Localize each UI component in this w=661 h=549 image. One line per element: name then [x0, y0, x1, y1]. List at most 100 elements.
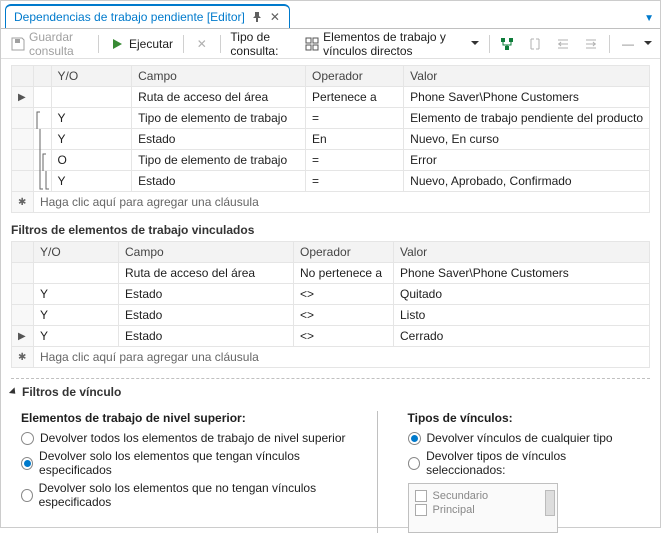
link-filters-title: Filtros de vínculo	[22, 385, 121, 399]
row-marker	[12, 171, 34, 192]
scrollbar-thumb[interactable]	[545, 490, 555, 516]
cell-yo[interactable]: Y	[51, 108, 132, 129]
cell-campo[interactable]: Estado	[132, 171, 306, 192]
radio-icon	[21, 457, 33, 470]
delete-icon: ✕	[194, 36, 210, 52]
col-yo: Y/O	[51, 66, 132, 87]
delete-clause-button[interactable]: ✕	[190, 34, 214, 54]
cell-valor[interactable]: Phone Saver\Phone Customers	[404, 87, 650, 108]
query-type-dropdown[interactable]: Elementos de trabajo y vínculos directos	[301, 28, 482, 60]
cell-campo[interactable]: Ruta de acceso del área	[119, 263, 294, 284]
row-marker	[12, 284, 34, 305]
query-type-label: Tipo de consulta:	[230, 30, 293, 58]
clause-row[interactable]: O Tipo de elemento de trabajo = Error	[12, 150, 650, 171]
radio-icon	[21, 489, 33, 502]
cell-yo[interactable]: Y	[51, 171, 132, 192]
radio-label: Devolver tipos de vínculos seleccionados…	[426, 449, 640, 477]
group-icon	[527, 36, 543, 52]
main-clause-grid[interactable]: Y/O Campo Operador Valor ▶ Ruta de acces…	[11, 65, 650, 213]
cell-valor[interactable]: Nuevo, En curso	[404, 129, 650, 150]
cell-yo[interactable]: Y	[34, 326, 119, 347]
col-campo: Campo	[132, 66, 306, 87]
radio-label: Devolver vínculos de cualquier tipo	[427, 431, 613, 445]
cell-yo[interactable]: Y	[34, 284, 119, 305]
radio-label: Devolver todos los elementos de trabajo …	[40, 431, 346, 445]
linked-clause-row[interactable]: ▶ Y Estado <> Cerrado	[12, 326, 650, 347]
linked-clause-row[interactable]: Y Estado <> Quitado	[12, 284, 650, 305]
link-filters-toggle[interactable]: Filtros de vínculo	[11, 385, 650, 399]
row-marker	[12, 263, 34, 284]
clause-row[interactable]: Y Estado En Nuevo, En curso	[12, 129, 650, 150]
editor-tab[interactable]: Dependencias de trabajo pendiente [Edito…	[5, 4, 290, 28]
link-type-radio[interactable]: Devolver vínculos de cualquier tipo	[408, 431, 641, 445]
indent-button[interactable]	[551, 34, 575, 54]
clause-row[interactable]: Y Estado = Nuevo, Aprobado, Confirmado	[12, 171, 650, 192]
indent-icon	[555, 36, 571, 52]
cell-op[interactable]: No pertenece a	[294, 263, 394, 284]
cell-campo[interactable]: Tipo de elemento de trabajo	[132, 108, 306, 129]
cell-valor[interactable]: Listo	[394, 305, 650, 326]
linked-add-clause-row[interactable]: ✱ Haga clic aquí para agregar una cláusu…	[12, 347, 650, 368]
tree-icon	[499, 36, 515, 52]
radio-icon	[408, 457, 421, 470]
cell-valor[interactable]: Quitado	[394, 284, 650, 305]
linked-clause-row[interactable]: Y Estado <> Listo	[12, 305, 650, 326]
cell-valor[interactable]: Elemento de trabajo pendiente del produc…	[404, 108, 650, 129]
add-clause-text: Haga clic aquí para agregar una cláusula	[33, 192, 649, 213]
cell-yo[interactable]: O	[51, 150, 132, 171]
more-options-button[interactable]: —	[616, 34, 654, 54]
top-level-column: Elementos de trabajo de nivel superior: …	[21, 411, 347, 533]
cell-op[interactable]: <>	[294, 284, 394, 305]
outdent-button[interactable]	[579, 34, 603, 54]
cell-valor[interactable]: Phone Saver\Phone Customers	[394, 263, 650, 284]
linked-clause-grid[interactable]: Y/O Campo Operador Valor Ruta de acceso …	[11, 241, 650, 368]
group-bracket	[33, 108, 51, 129]
link-type-item: Secundario	[415, 490, 551, 502]
cell-campo[interactable]: Estado	[119, 305, 294, 326]
cell-op[interactable]: <>	[294, 326, 394, 347]
cell-op[interactable]: =	[306, 150, 404, 171]
cell-yo[interactable]: Y	[51, 129, 132, 150]
tree-icon-button[interactable]	[495, 34, 519, 54]
cell-valor[interactable]: Cerrado	[394, 326, 650, 347]
cell-op[interactable]: =	[306, 171, 404, 192]
tab-overflow-icon[interactable]: ▼	[644, 13, 660, 28]
clause-row[interactable]: ▶ Ruta de acceso del área Pertenece a Ph…	[12, 87, 650, 108]
cell-yo[interactable]: Y	[34, 305, 119, 326]
save-query-button[interactable]: Guardar consulta	[7, 28, 92, 60]
cell-yo[interactable]	[34, 263, 119, 284]
run-label: Ejecutar	[129, 37, 173, 51]
checkbox-label: Secundario	[433, 490, 489, 502]
run-button[interactable]: Ejecutar	[105, 34, 177, 54]
close-icon[interactable]: ✕	[269, 11, 281, 23]
linked-section-title: Filtros de elementos de trabajo vinculad…	[11, 223, 650, 237]
top-level-heading: Elementos de trabajo de nivel superior:	[21, 411, 347, 425]
cell-campo[interactable]: Estado	[119, 326, 294, 347]
add-marker: ✱	[12, 192, 34, 213]
link-type-radio[interactable]: Devolver tipos de vínculos seleccionados…	[408, 449, 641, 477]
cell-yo[interactable]	[51, 87, 132, 108]
top-option-radio[interactable]: Devolver solo los elementos que no tenga…	[21, 481, 347, 509]
group-button[interactable]	[523, 34, 547, 54]
radio-label: Devolver solo los elementos que no tenga…	[39, 481, 347, 509]
cell-op[interactable]: En	[306, 129, 404, 150]
cell-valor[interactable]: Nuevo, Aprobado, Confirmado	[404, 171, 650, 192]
cell-campo[interactable]: Ruta de acceso del área	[132, 87, 306, 108]
linked-clause-row[interactable]: Ruta de acceso del área No pertenece a P…	[12, 263, 650, 284]
row-marker	[12, 129, 34, 150]
col-valor: Valor	[404, 66, 650, 87]
radio-icon	[408, 432, 421, 445]
add-clause-row[interactable]: ✱ Haga clic aquí para agregar una cláusu…	[12, 192, 650, 213]
cell-campo[interactable]: Estado	[132, 129, 306, 150]
cell-op[interactable]: <>	[294, 305, 394, 326]
checkbox-icon	[415, 504, 427, 516]
cell-op[interactable]: Pertenece a	[306, 87, 404, 108]
cell-campo[interactable]: Estado	[119, 284, 294, 305]
pin-icon[interactable]	[251, 11, 263, 23]
clause-row[interactable]: Y Tipo de elemento de trabajo = Elemento…	[12, 108, 650, 129]
cell-valor[interactable]: Error	[404, 150, 650, 171]
top-option-radio[interactable]: Devolver todos los elementos de trabajo …	[21, 431, 347, 445]
top-option-radio[interactable]: Devolver solo los elementos que tengan v…	[21, 449, 347, 477]
cell-op[interactable]: =	[306, 108, 404, 129]
cell-campo[interactable]: Tipo de elemento de trabajo	[132, 150, 306, 171]
